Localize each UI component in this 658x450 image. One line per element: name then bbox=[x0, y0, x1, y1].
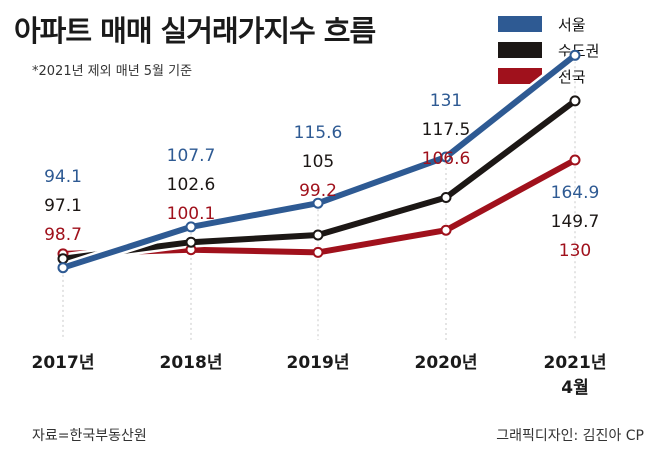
x-tick-label: 2018년 bbox=[160, 353, 223, 373]
data-label: 115.6 bbox=[294, 123, 343, 143]
data-point bbox=[569, 95, 581, 107]
legend-label-national: 전국 bbox=[558, 68, 586, 86]
data-point bbox=[440, 192, 452, 203]
data-label: 131 bbox=[430, 91, 462, 111]
data-label: 149.7 bbox=[551, 212, 600, 232]
data-label: 164.9 bbox=[551, 183, 600, 203]
data-label: 102.6 bbox=[167, 175, 216, 195]
data-label: 99.2 bbox=[299, 181, 337, 201]
data-point bbox=[569, 154, 581, 166]
data-point bbox=[312, 246, 324, 258]
data-point bbox=[312, 197, 324, 209]
data-point bbox=[185, 221, 197, 233]
series-points bbox=[57, 49, 581, 274]
data-label: 98.7 bbox=[44, 225, 82, 245]
legend-swatch-seoul bbox=[498, 16, 542, 32]
data-label: 130 bbox=[559, 241, 591, 261]
legend-swatch-capital bbox=[498, 42, 542, 58]
x-tick-label: 2020년 bbox=[415, 353, 478, 373]
data-point bbox=[185, 236, 197, 248]
data-point bbox=[440, 151, 452, 163]
data-label: 117.5 bbox=[422, 120, 471, 140]
data-point bbox=[440, 224, 452, 236]
data-label: 97.1 bbox=[44, 196, 82, 216]
data-point bbox=[57, 262, 69, 274]
data-label: 107.7 bbox=[167, 146, 216, 166]
x-tick-label: 2017년 bbox=[32, 353, 95, 373]
chart-subtitle: *2021년 제외 매년 5월 기준 bbox=[32, 64, 193, 79]
legend-swatch-national bbox=[498, 68, 542, 84]
x-axis-ticks: 2017년 2018년 2019년 2020년 2021년 4월 bbox=[32, 353, 607, 398]
x-tick-label: 2021년 bbox=[544, 353, 607, 373]
data-point bbox=[57, 253, 69, 265]
data-point bbox=[312, 229, 324, 241]
data-label: 94.1 bbox=[44, 167, 82, 187]
legend-label-seoul: 서울 bbox=[558, 16, 586, 34]
credit-note: 그래픽디자인: 김진아 CP bbox=[496, 428, 644, 444]
chart-title: 아파트 매매 실거래가지수 흐름 bbox=[14, 14, 376, 48]
data-label: 105 bbox=[302, 152, 334, 172]
x-tick-label: 4월 bbox=[561, 378, 588, 398]
data-point bbox=[569, 49, 581, 61]
data-label: 106.6 bbox=[422, 149, 471, 169]
x-tick-label: 2019년 bbox=[287, 353, 350, 373]
source-note: 자료=한국부동산원 bbox=[32, 428, 147, 444]
data-labels: 94.1 107.7 115.6 131 164.9 97.1 102.6 105 117.5 1… bbox=[44, 91, 599, 261]
data-label: 100.1 bbox=[167, 204, 216, 224]
